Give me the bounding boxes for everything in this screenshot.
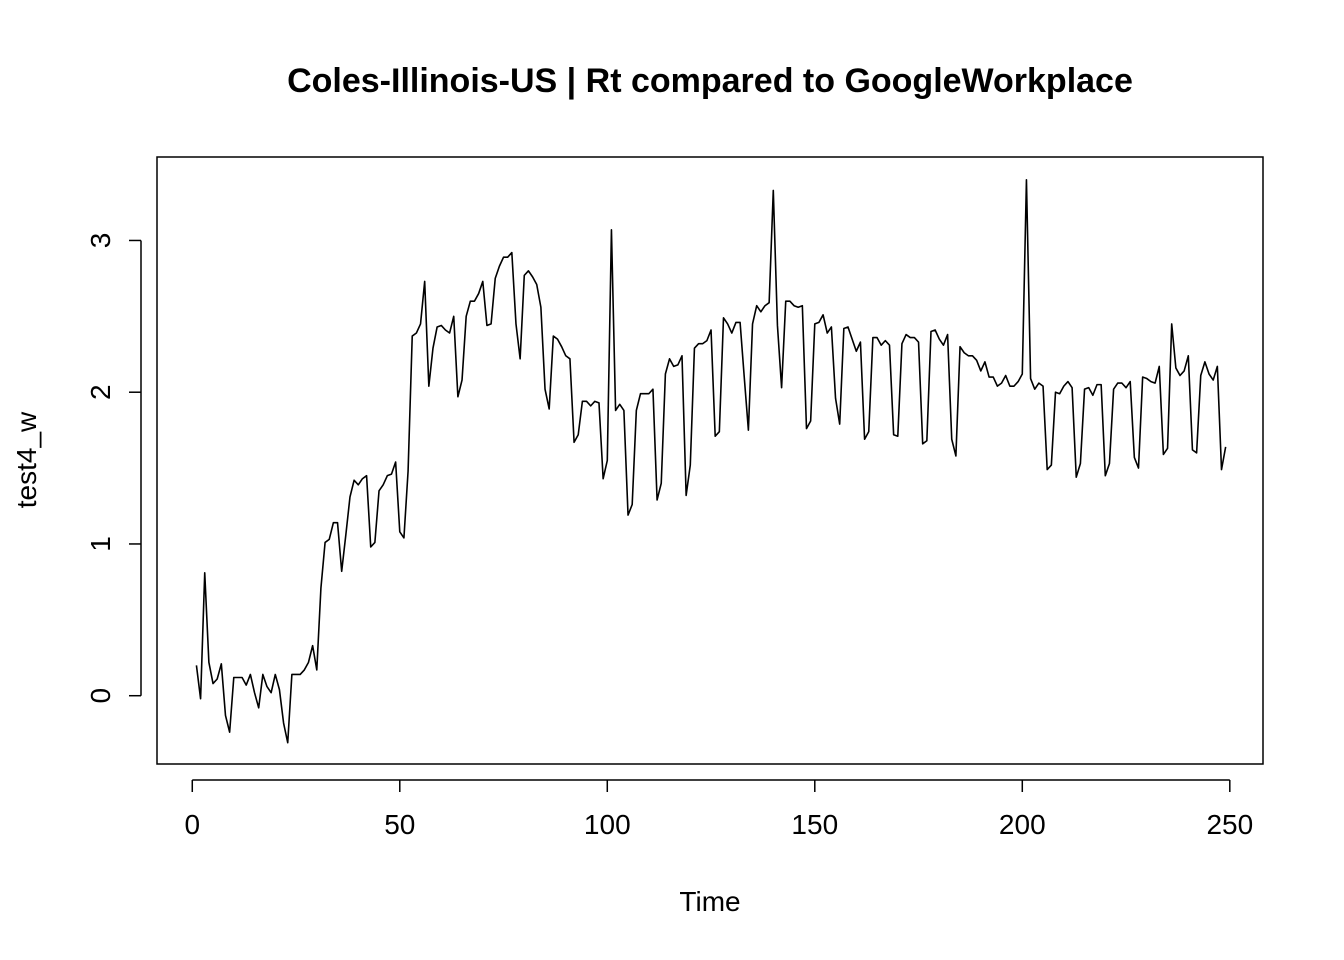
y-axis-label: test4_w bbox=[11, 411, 42, 508]
plot-frame bbox=[156, 156, 1264, 765]
series-group bbox=[195, 178, 1227, 744]
x-axis: 0 50 100 150 200 250 bbox=[184, 779, 1253, 840]
y-tick-label: 1 bbox=[85, 536, 116, 552]
x-tick-label: 100 bbox=[584, 809, 631, 840]
x-tick-label: 250 bbox=[1206, 809, 1253, 840]
x-tick-label: 150 bbox=[791, 809, 838, 840]
series-line bbox=[195, 178, 1227, 744]
x-tick-label: 0 bbox=[184, 809, 200, 840]
y-tick-label: 2 bbox=[85, 384, 116, 400]
y-axis: 0 1 2 3 bbox=[85, 233, 142, 704]
chart-title: Coles-Illinois-US | Rt compared to Googl… bbox=[287, 62, 1133, 100]
x-tick-label: 50 bbox=[384, 809, 415, 840]
x-axis-label: Time bbox=[679, 886, 740, 917]
x-tick-label: 200 bbox=[999, 809, 1046, 840]
y-tick-label: 3 bbox=[85, 233, 116, 249]
y-tick-label: 0 bbox=[85, 688, 116, 704]
